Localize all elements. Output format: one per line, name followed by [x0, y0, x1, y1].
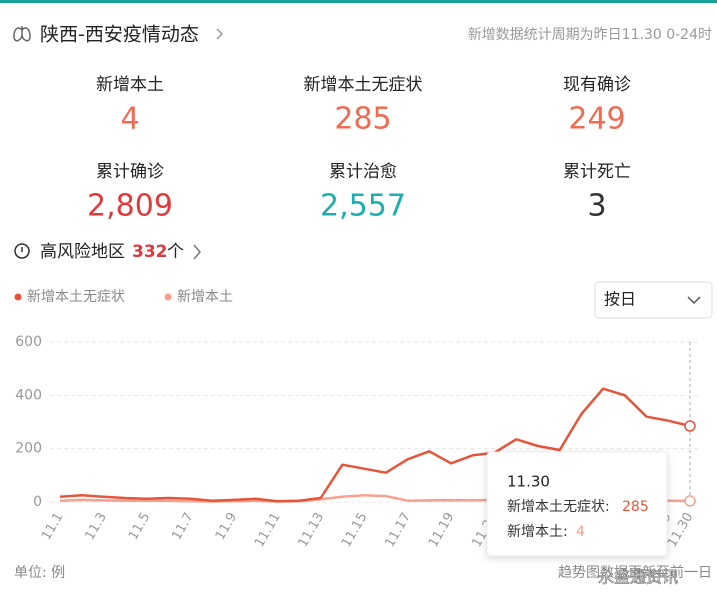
x-tick-label: 11.1: [39, 510, 66, 543]
stat-value: 285: [334, 102, 391, 137]
stat-value: 2,557: [320, 189, 406, 224]
stat-value: 2,809: [87, 189, 173, 224]
watermark: 永盛通资讯: [598, 568, 678, 587]
x-tick-label: 11.11: [252, 510, 284, 550]
header-note: 新增数据统计周期为昨日11.30 0-24时: [468, 27, 712, 43]
legend-marker: [164, 293, 172, 301]
stat-label: 累计确诊: [96, 162, 164, 182]
tooltip-date: 11.30: [507, 473, 550, 491]
x-tick-label: 11.5: [126, 510, 153, 543]
hover-point: [684, 420, 696, 432]
x-tick-label: 11.9: [213, 510, 240, 543]
chevron: [193, 244, 201, 260]
top-border: [0, 0, 717, 3]
hover-point: [684, 495, 696, 507]
chevron: [216, 28, 224, 40]
footnote: 趋势图数据更新至前一日: [558, 564, 712, 581]
tooltip-value: 285: [622, 499, 649, 515]
x-tick-label: 11.13: [296, 510, 328, 550]
legend-label[interactable]: 新增本土: [177, 289, 233, 305]
x-tick-label: 11.7: [169, 510, 196, 543]
legend-marker: [14, 293, 22, 301]
x-tick-label: 11.17: [382, 510, 414, 550]
tooltip: [486, 451, 668, 557]
legend-label[interactable]: 新增本土无症状: [27, 289, 125, 305]
series-line: [59, 387, 691, 503]
lung-icon: [13, 26, 31, 42]
y-tick-label: 600: [15, 334, 42, 350]
stat-label: 新增本土: [96, 75, 164, 95]
x-tick-label: 11.19: [426, 510, 458, 550]
stat-value: 3: [587, 189, 606, 224]
unit: 单位: 例: [14, 565, 65, 581]
dropdown-arrow: [687, 296, 701, 305]
stat-value: 249: [568, 102, 625, 137]
risk-unit[interactable]: 个: [167, 242, 184, 262]
y-tick-label: 200: [15, 441, 42, 457]
tooltip-label: 新增本土:: [507, 524, 568, 540]
dropdown-text[interactable]: 按日: [604, 290, 636, 309]
stat-label: 累计死亡: [563, 162, 631, 182]
tooltip-value: 4: [576, 524, 585, 540]
x-tick-label: 11.3: [82, 510, 109, 543]
stat-label: 现有确诊: [563, 75, 631, 95]
title[interactable]: 陕西-西安疫情动态: [40, 24, 199, 46]
x-tick-label: 11.15: [339, 510, 371, 550]
tooltip-label: 新增本土无症状:: [507, 499, 610, 515]
info-icon: [14, 243, 30, 259]
risk-label[interactable]: 高风险地区: [40, 242, 125, 262]
stat-label: 新增本土无症状: [304, 75, 423, 95]
dropdown[interactable]: [594, 281, 713, 319]
y-tick-label: 400: [15, 387, 42, 403]
y-tick-label: 0: [33, 494, 42, 510]
stat-label: 累计治愈: [329, 162, 397, 182]
stat-value: 4: [120, 102, 139, 137]
risk-count[interactable]: 332: [132, 242, 168, 262]
